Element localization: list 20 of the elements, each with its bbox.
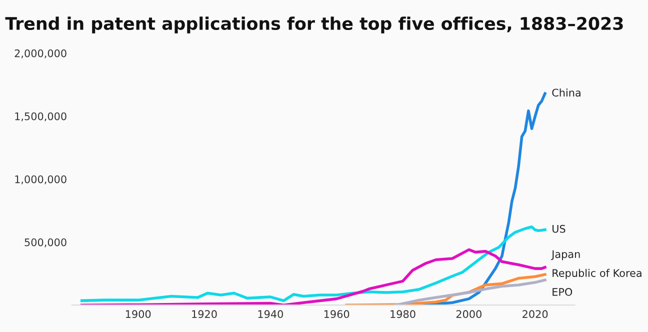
y-tick-label: 2,000,000 xyxy=(14,49,66,58)
x-tick-label: 1900 xyxy=(126,310,151,318)
series-label: EPO xyxy=(552,288,572,296)
line-series xyxy=(80,225,546,302)
x-tick-label: 1980 xyxy=(390,310,416,318)
x-tick-label: 2020 xyxy=(522,310,548,318)
line-series xyxy=(394,278,546,306)
x-tick-label: 2000 xyxy=(456,310,482,318)
y-tick-label: 1,500,000 xyxy=(15,112,66,122)
chart-title: Trend in patent applications for the top five offices, 1883–2023 xyxy=(5,16,623,34)
x-tick-label: 1960 xyxy=(324,310,350,318)
x-tick-label: 1920 xyxy=(192,310,217,318)
series-label: US xyxy=(552,224,566,233)
x-tick-label: 1940 xyxy=(258,310,283,318)
series-label: China xyxy=(552,88,580,97)
line-series xyxy=(80,248,546,306)
y-tick-label: 1,000,000 xyxy=(15,175,66,184)
series-label: Republic of Korea xyxy=(552,268,642,279)
y-tick-label: 500,000 xyxy=(24,238,66,248)
series-label: Japan xyxy=(551,250,580,260)
